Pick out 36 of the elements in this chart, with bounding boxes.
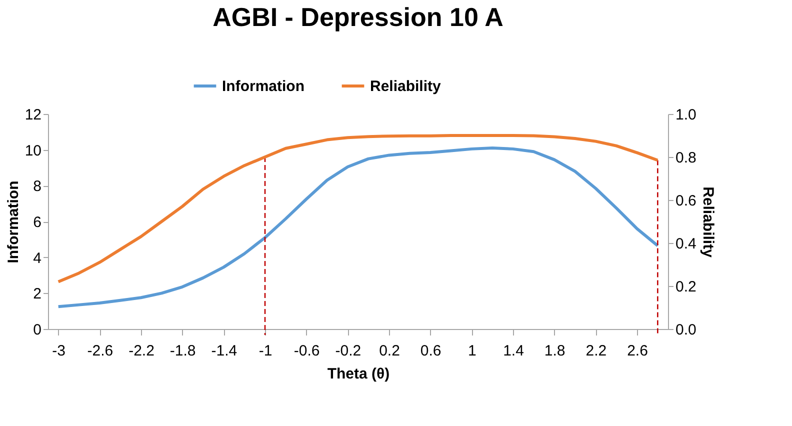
y-tick-label: 4 (33, 250, 42, 267)
x-tick-label: 1 (468, 342, 476, 360)
x-tick-label: 2.2 (586, 342, 607, 360)
line-series (56, 134, 660, 284)
x-tick-label: 0.6 (420, 342, 442, 360)
y2-tick-label: 0.0 (676, 322, 696, 338)
x-axis-title: Theta (θ) (327, 366, 390, 382)
x-tick-label: -1.8 (170, 342, 196, 360)
x-tick-label: 2.6 (627, 342, 648, 360)
x-tick-label: 0.2 (379, 342, 400, 360)
chart-title: AGBI - Depression 10 A (212, 2, 504, 32)
y2-tick-label: 1.0 (676, 106, 696, 124)
y-axis-title: Information (4, 180, 22, 264)
y2-tick-label: 0.4 (676, 236, 696, 252)
x-tick-label: 1.4 (503, 342, 524, 360)
x-tick-label: -3 (52, 342, 66, 360)
y-tick-label: 2 (33, 286, 42, 303)
y2-tick-label: 0.6 (676, 192, 696, 210)
legend-label: Reliability (370, 78, 442, 95)
y2-tick-label: 0.8 (676, 150, 696, 166)
x-tick-label: -0.2 (335, 342, 362, 360)
line-series (56, 146, 660, 308)
y2-tick-label: 0.2 (676, 278, 696, 296)
x-tick-label: -1.4 (211, 342, 238, 360)
y-tick-label: 10 (24, 142, 42, 160)
x-tick-label: 1.8 (544, 342, 566, 360)
y-tick-label: 6 (33, 214, 42, 231)
x-tick-label: -1 (258, 342, 272, 360)
y-tick-label: 12 (24, 106, 42, 124)
x-tick-label: -2.6 (87, 342, 114, 360)
y-tick-label: 0 (33, 322, 42, 338)
x-tick-label: -0.6 (294, 342, 320, 360)
x-tick-label: -2.2 (128, 342, 154, 360)
y-tick-label: 8 (33, 178, 42, 196)
legend-label: Information (222, 78, 304, 95)
y2-axis-title: Reliability (699, 186, 716, 258)
